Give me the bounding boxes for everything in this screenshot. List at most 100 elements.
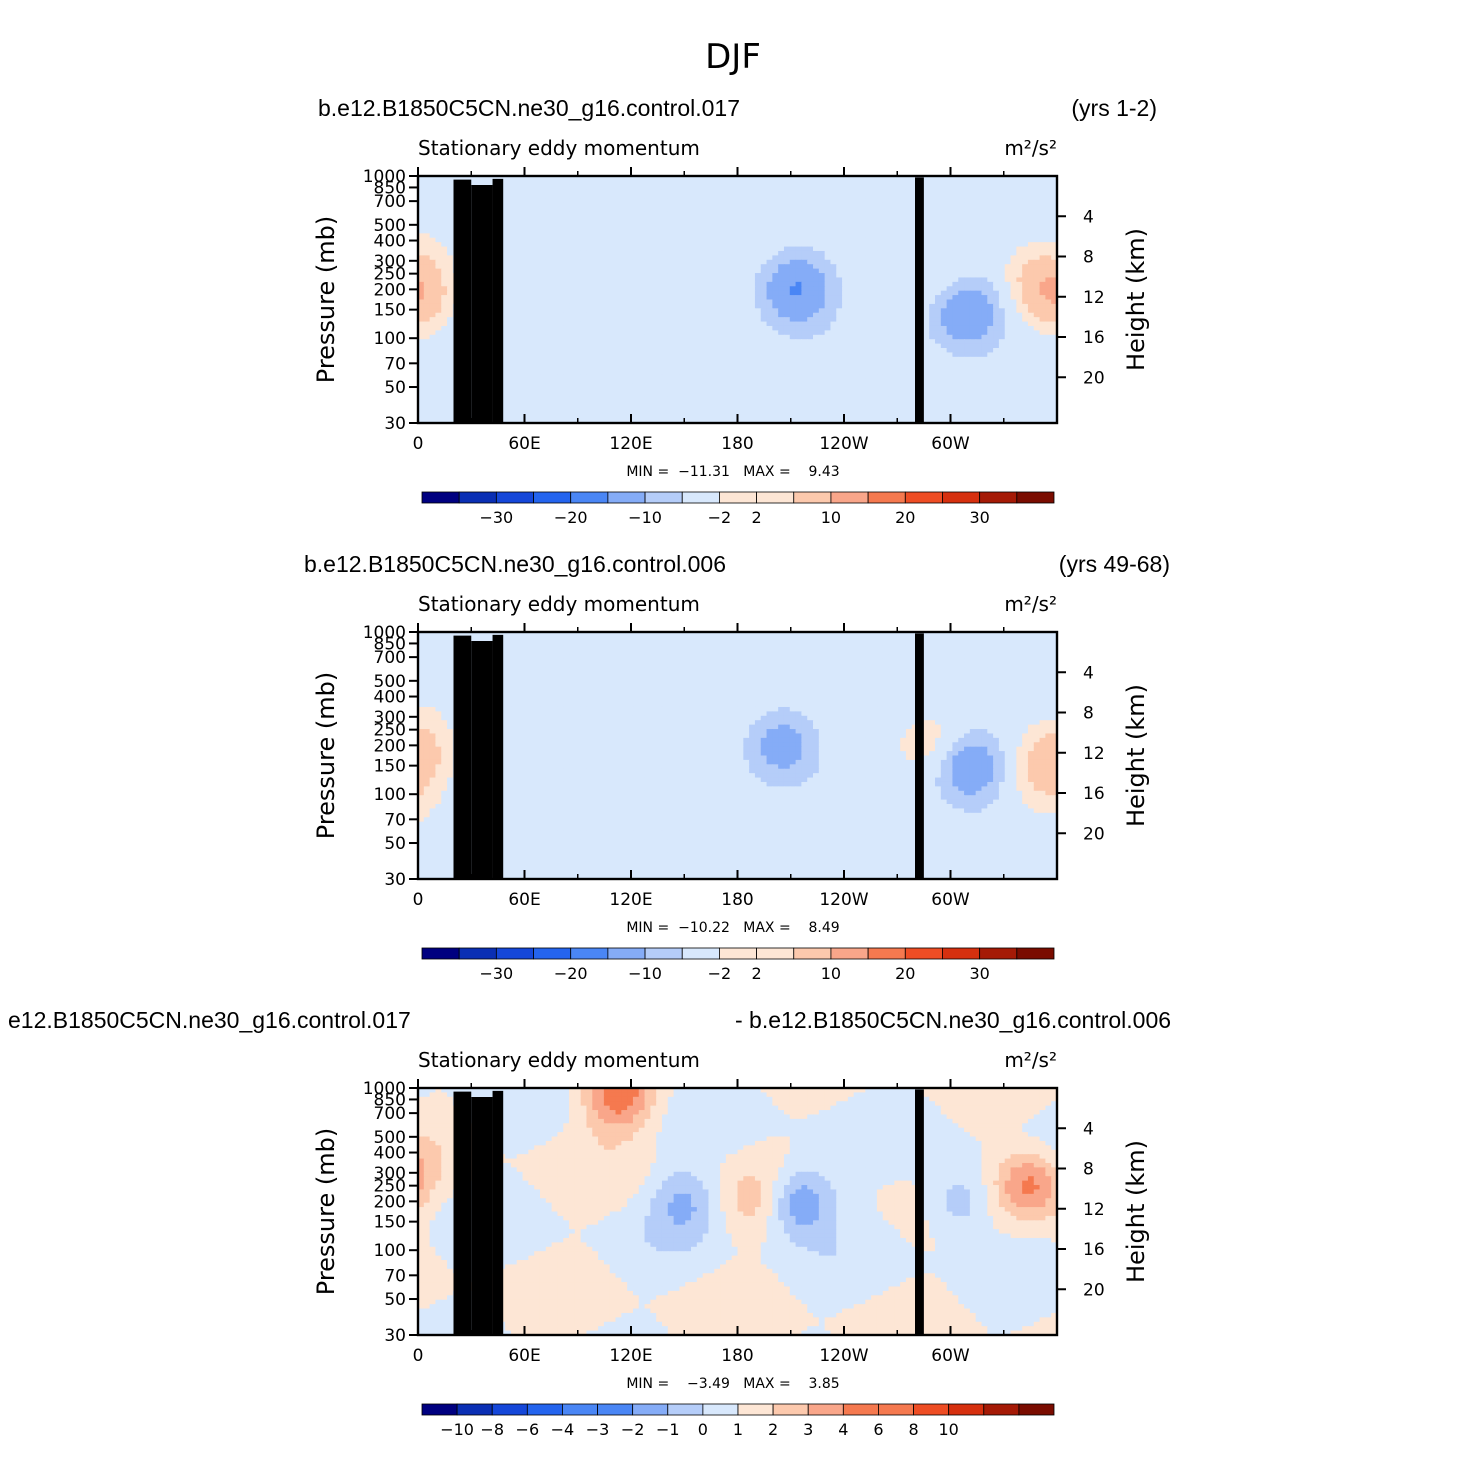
field-cell xyxy=(940,325,948,331)
field-cell xyxy=(946,211,954,217)
field-cell xyxy=(644,184,651,190)
field-cell xyxy=(505,224,512,230)
field-cell xyxy=(667,228,675,234)
field-cell xyxy=(510,224,518,230)
field-cell xyxy=(1010,312,1017,318)
field-cell xyxy=(569,348,576,354)
field-cell xyxy=(510,356,518,362)
field-cell xyxy=(754,325,762,331)
field-cell xyxy=(783,348,791,354)
field-cell xyxy=(505,356,512,362)
field-cell xyxy=(441,374,448,380)
field-cell xyxy=(696,206,704,212)
field-cell xyxy=(563,233,570,239)
field-cell xyxy=(429,273,437,279)
field-cell xyxy=(830,264,837,270)
field-cell xyxy=(510,180,518,186)
field-cell xyxy=(998,348,1006,354)
field-cell xyxy=(510,339,518,345)
field-cell xyxy=(975,286,983,292)
field-cell xyxy=(900,273,907,279)
field-cell xyxy=(644,224,651,230)
field-cell xyxy=(813,330,820,336)
field-cell xyxy=(876,361,884,367)
field-cell xyxy=(1010,356,1017,362)
field-cell xyxy=(696,250,704,256)
field-cell xyxy=(725,290,733,296)
field-cell xyxy=(836,303,843,309)
field-cell xyxy=(1022,189,1029,195)
field-cell xyxy=(865,330,872,336)
field-cell xyxy=(534,321,541,327)
field-cell xyxy=(435,356,442,362)
field-cell xyxy=(749,237,756,243)
field-cell xyxy=(598,242,605,248)
field-cell xyxy=(760,312,768,318)
field-cell xyxy=(714,224,721,230)
field-cell xyxy=(923,237,930,243)
field-cell xyxy=(1033,370,1041,376)
field-cell xyxy=(911,242,919,248)
field-cell xyxy=(685,312,692,318)
field-cell xyxy=(813,228,820,234)
field-cell xyxy=(842,184,849,190)
field-cell xyxy=(1051,356,1057,362)
field-cell xyxy=(632,206,640,212)
field-cell xyxy=(1004,339,1012,345)
field-cell xyxy=(609,370,617,376)
field-cell xyxy=(516,343,524,349)
field-cell xyxy=(952,268,959,274)
field-cell xyxy=(696,290,704,296)
field-cell xyxy=(638,365,646,371)
field-cell xyxy=(778,281,785,287)
field-cell xyxy=(569,233,576,239)
field-cell xyxy=(423,348,431,354)
field-cell xyxy=(987,184,994,190)
field-cell xyxy=(609,273,617,279)
field-cell xyxy=(824,325,832,331)
field-cell xyxy=(731,290,739,296)
field-cell xyxy=(685,348,692,354)
field-cell xyxy=(975,348,983,354)
field-cell xyxy=(702,361,710,367)
field-cell xyxy=(830,273,837,279)
field-cell xyxy=(598,343,605,349)
field-cell xyxy=(778,334,785,340)
field-cell xyxy=(847,348,855,354)
field-cell xyxy=(1027,365,1035,371)
field-cell xyxy=(737,339,744,345)
field-cell xyxy=(656,237,663,243)
field-cell xyxy=(1027,330,1035,336)
field-cell xyxy=(574,374,582,380)
field-cell xyxy=(423,176,431,182)
field-cell xyxy=(574,228,582,234)
field-cell xyxy=(522,343,529,349)
field-cell xyxy=(539,264,547,270)
field-cell xyxy=(563,264,570,270)
field-cell xyxy=(632,228,640,234)
field-cell xyxy=(795,365,802,371)
field-cell xyxy=(940,224,948,230)
field-cell xyxy=(435,250,442,256)
field-cell xyxy=(557,356,564,362)
field-cell xyxy=(447,189,454,195)
field-cell xyxy=(644,312,651,318)
field-cell xyxy=(772,317,779,323)
field-cell xyxy=(510,312,518,318)
field-cell xyxy=(1051,180,1057,186)
field-cell xyxy=(1004,352,1012,358)
field-cell xyxy=(725,224,733,230)
field-cell xyxy=(772,202,779,208)
field-cell xyxy=(795,321,802,327)
field-cell xyxy=(964,290,971,296)
field-cell xyxy=(557,325,564,331)
field-cell xyxy=(725,220,733,226)
field-cell xyxy=(696,273,704,279)
field-cell xyxy=(563,312,570,318)
field-cell xyxy=(714,176,721,182)
field-cell xyxy=(603,339,611,345)
field-cell xyxy=(685,184,692,190)
field-cell xyxy=(743,370,750,376)
field-cell xyxy=(958,361,965,367)
field-cell xyxy=(975,198,983,204)
